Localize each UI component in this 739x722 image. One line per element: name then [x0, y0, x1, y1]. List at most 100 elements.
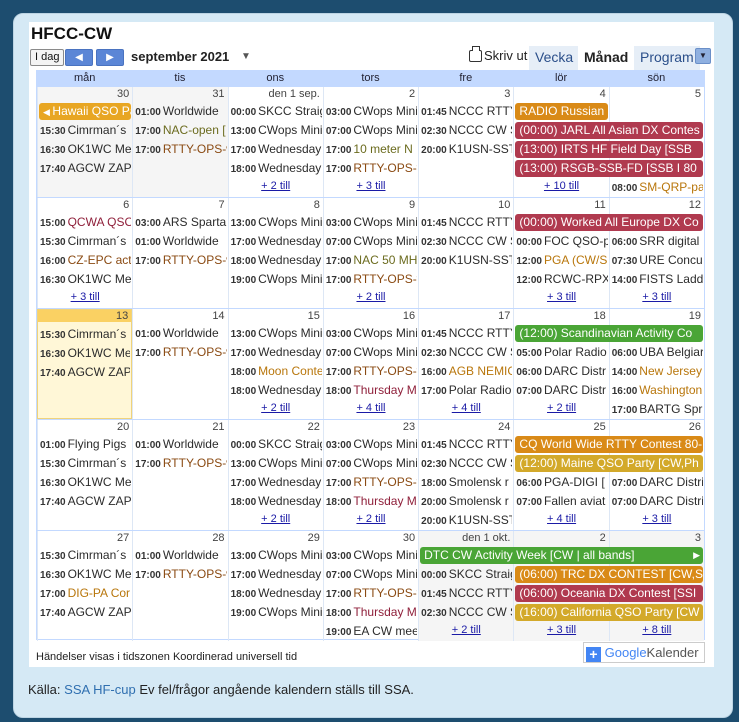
- event-item[interactable]: 17:00 Wednesday: [231, 344, 322, 361]
- event-item[interactable]: 16:30 OK1WC Mer: [40, 271, 131, 288]
- event-item[interactable]: 07:00 DARC Distr: [516, 382, 607, 399]
- view-menu-icon[interactable]: ▼: [695, 48, 711, 64]
- day-number[interactable]: 22: [307, 421, 320, 433]
- allday-event-bar[interactable]: (06:00) TRC DX CONTEST [CW,S: [515, 566, 703, 583]
- day-number[interactable]: 8: [313, 199, 320, 211]
- event-item[interactable]: 05:00 Polar Radio: [516, 344, 607, 361]
- more-events-link[interactable]: + 3 till: [547, 291, 577, 303]
- event-item[interactable]: 17:40 AGCW ZAP: [40, 160, 131, 177]
- day-cell[interactable]: 23 03:00 CWops Mini 07:00 CWops Mini 17:00 RTT…: [322, 420, 418, 530]
- print-button[interactable]: Skriv ut: [469, 46, 527, 63]
- day-number[interactable]: 25: [593, 421, 606, 433]
- day-number[interactable]: 5: [694, 88, 701, 100]
- day-cell[interactable]: 16 03:00 CWops Mini 07:00 CWops Mini 17:00 RTT…: [322, 309, 418, 419]
- event-item[interactable]: 18:00 Moon Conte: [231, 363, 322, 380]
- day-cell[interactable]: 11 00:00 FOC QSO-p 12:00 PGA (CW/S 12:00 RCWC-…: [513, 198, 608, 308]
- event-item[interactable]: 14:00 New Jersey: [612, 363, 703, 380]
- day-number[interactable]: 2: [599, 532, 606, 544]
- event-item[interactable]: 06:00 PGA-DIGI [: [516, 474, 607, 491]
- event-item[interactable]: 15:30 Cimrman´s: [40, 547, 131, 564]
- more-events-link[interactable]: + 10 till: [543, 180, 580, 192]
- event-item[interactable]: 16:30 OK1WC Mer: [40, 345, 130, 362]
- event-item[interactable]: 01:00 Worldwide: [135, 547, 226, 564]
- event-item[interactable]: 00:00 SKCC Straig: [231, 436, 322, 453]
- event-item[interactable]: 01:45 NCCC RTTY: [421, 436, 512, 453]
- event-item[interactable]: 18:00 Wednesday: [231, 382, 322, 399]
- day-number[interactable]: 20: [117, 421, 130, 433]
- event-item[interactable]: 17:40 AGCW ZAP: [40, 364, 130, 381]
- day-number[interactable]: 3: [694, 532, 701, 544]
- event-item[interactable]: 17:40 AGCW ZAP: [40, 493, 131, 510]
- event-item[interactable]: 06:00 UBA Belgiar: [612, 344, 703, 361]
- event-item[interactable]: 00:00 SKCC Straig: [421, 566, 512, 583]
- allday-event-bar[interactable]: (12:00) Scandinavian Activity Co: [515, 325, 703, 342]
- month-dropdown-icon[interactable]: ▼: [241, 51, 251, 62]
- day-cell[interactable]: 29 13:00 CWops Mini 17:00 Wednesday 18:00 Wedn…: [227, 531, 323, 641]
- event-item[interactable]: 15:00 QCWA QSO: [40, 214, 131, 231]
- tab-week[interactable]: Vecka: [529, 46, 580, 70]
- event-item[interactable]: 14:00 FISTS Ladd: [612, 271, 703, 288]
- day-number[interactable]: 31: [212, 88, 225, 100]
- day-cell[interactable]: 10 01:45 NCCC RTTY 02:30 NCCC CW S 20:00 K1USN…: [418, 198, 513, 308]
- event-item[interactable]: 02:30 NCCC CW S: [421, 344, 512, 361]
- day-number[interactable]: 9: [409, 199, 416, 211]
- event-item[interactable]: 07:00 CWops Mini: [326, 344, 417, 361]
- more-events-link[interactable]: + 3 till: [642, 513, 672, 525]
- event-item[interactable]: 00:00 SKCC Straig: [231, 103, 322, 120]
- more-events-link[interactable]: + 2 till: [261, 402, 291, 414]
- day-cell[interactable]: 22 00:00 SKCC Straig 13:00 CWops Mini 17:00 We…: [227, 420, 323, 530]
- allday-event-bar[interactable]: (13:00) RSGB-SSB-FD [SSB I 80: [515, 160, 703, 177]
- day-number[interactable]: 26: [688, 421, 701, 433]
- event-item[interactable]: 18:00 Smolensk r: [421, 474, 512, 491]
- day-number[interactable]: 7: [218, 199, 225, 211]
- event-item[interactable]: 06:00 DARC Distr: [516, 363, 607, 380]
- event-item[interactable]: 16:00 CZ-EPC acti: [40, 252, 131, 269]
- event-item[interactable]: 17:00 NAC-open [: [135, 122, 226, 139]
- event-item[interactable]: 07:00 DARC Distri: [612, 493, 703, 510]
- event-item[interactable]: 07:00 CWops Mini: [326, 233, 417, 250]
- day-cell[interactable]: 26 07:00 DARC Distri 07:00 DARC Distri + 3 ti…: [608, 420, 704, 530]
- day-cell[interactable]: 19 06:00 UBA Belgiar 14:00 New Jersey 16:00 Wa…: [608, 309, 704, 419]
- event-item[interactable]: 17:00 Wednesday: [231, 233, 322, 250]
- day-number[interactable]: 3: [504, 88, 511, 100]
- day-cell[interactable]: 4 + 10 till: [513, 87, 608, 197]
- event-item[interactable]: 16:30 OK1WC Mer: [40, 474, 131, 491]
- more-events-link[interactable]: + 4 till: [356, 402, 386, 414]
- allday-event-bar[interactable]: (13:00) IRTS HF Field Day [SSB: [515, 141, 703, 158]
- event-item[interactable]: 07:00 CWops Mini: [326, 566, 417, 583]
- more-events-link[interactable]: + 3 till: [642, 291, 672, 303]
- day-number[interactable]: 17: [498, 310, 511, 322]
- day-number[interactable]: 14: [212, 310, 225, 322]
- event-item[interactable]: 02:30 NCCC CW S: [421, 122, 512, 139]
- google-calendar-button[interactable]: + GoogleKalender: [583, 642, 705, 663]
- day-number[interactable]: 27: [117, 532, 130, 544]
- day-number[interactable]: 30: [117, 88, 130, 100]
- event-item[interactable]: 03:00 CWops Mini: [326, 547, 417, 564]
- event-item[interactable]: 17:00 Wednesday: [231, 566, 322, 583]
- day-number[interactable]: 24: [498, 421, 511, 433]
- event-item[interactable]: 03:00 CWops Mini: [326, 103, 417, 120]
- event-item[interactable]: 18:00 Wednesday: [231, 585, 322, 602]
- event-item[interactable]: 07:00 CWops Mini: [326, 455, 417, 472]
- event-item[interactable]: 20:00 Smolensk r: [421, 493, 512, 510]
- more-events-link[interactable]: + 8 till: [642, 624, 672, 636]
- event-item[interactable]: 17:00 10 meter N: [326, 141, 417, 158]
- day-number[interactable]: 18: [593, 310, 606, 322]
- event-item[interactable]: 19:00 EA CW mee: [326, 623, 417, 640]
- event-item[interactable]: 17:00 DIG-PA Cor: [40, 585, 131, 602]
- event-item[interactable]: 02:30 NCCC CW S: [421, 604, 512, 621]
- event-item[interactable]: 13:00 CWops Mini: [231, 455, 322, 472]
- day-number[interactable]: 11: [594, 199, 606, 211]
- day-number[interactable]: 30: [402, 532, 416, 544]
- event-item[interactable]: 18:00 Thursday M: [326, 493, 417, 510]
- day-cell[interactable]: 17 01:45 NCCC RTTY 02:30 NCCC CW S 16:00 AGB N…: [418, 309, 513, 419]
- allday-event-bar[interactable]: DTC CW Activity Week [CW | all bands] ▶: [420, 547, 703, 564]
- day-cell[interactable]: 3 01:45 NCCC RTTY 02:30 NCCC CW S 20:00 K1USN-…: [418, 87, 513, 197]
